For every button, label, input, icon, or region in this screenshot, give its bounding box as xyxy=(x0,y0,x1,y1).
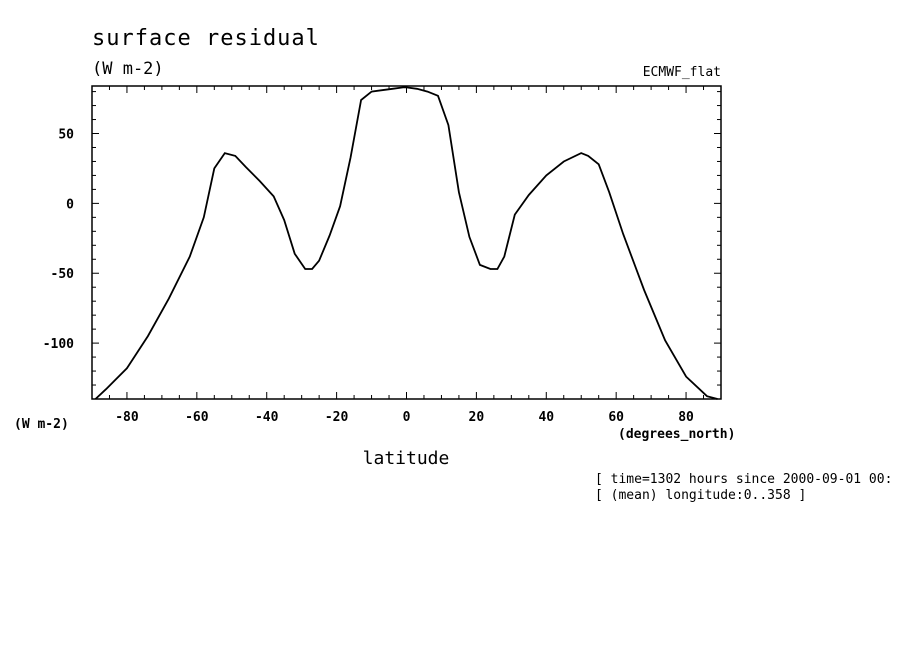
x-tick-label: -60 xyxy=(185,410,209,425)
note-longitude: [ (mean) longitude:0..358 ] xyxy=(595,488,806,503)
x-tick-label: 60 xyxy=(608,410,624,425)
x-axis-units: (degrees_north) xyxy=(618,427,735,442)
x-tick-label: -40 xyxy=(255,410,279,425)
x-tick-labels: -80 -60 -40 -20 0 20 40 60 80 xyxy=(115,410,694,425)
series-line xyxy=(94,86,718,400)
plot-frame xyxy=(91,85,722,400)
y-tick-label: -50 xyxy=(51,267,75,282)
chart-units: (W m-2) xyxy=(92,59,164,79)
x-tick-label: -20 xyxy=(325,410,349,425)
x-tick-label: 80 xyxy=(678,410,694,425)
y-tick-label: -100 xyxy=(43,337,74,352)
x-tick-label: 0 xyxy=(403,410,411,425)
x-tick-label: 20 xyxy=(469,410,485,425)
x-tick-label: 40 xyxy=(538,410,554,425)
y-tick-labels: -100 -50 0 50 xyxy=(43,128,74,353)
y-tick-label: 50 xyxy=(58,128,74,143)
x-tick-label: -80 xyxy=(115,410,139,425)
x-axis-label: latitude xyxy=(363,448,450,469)
dataset-label: ECMWF_flat xyxy=(643,65,721,80)
note-time: [ time=1302 hours since 2000-09-01 00: xyxy=(595,472,892,487)
y-axis-units: (W m-2) xyxy=(14,417,69,432)
y-tick-label: 0 xyxy=(66,197,74,212)
chart-title: surface residual xyxy=(92,26,320,51)
